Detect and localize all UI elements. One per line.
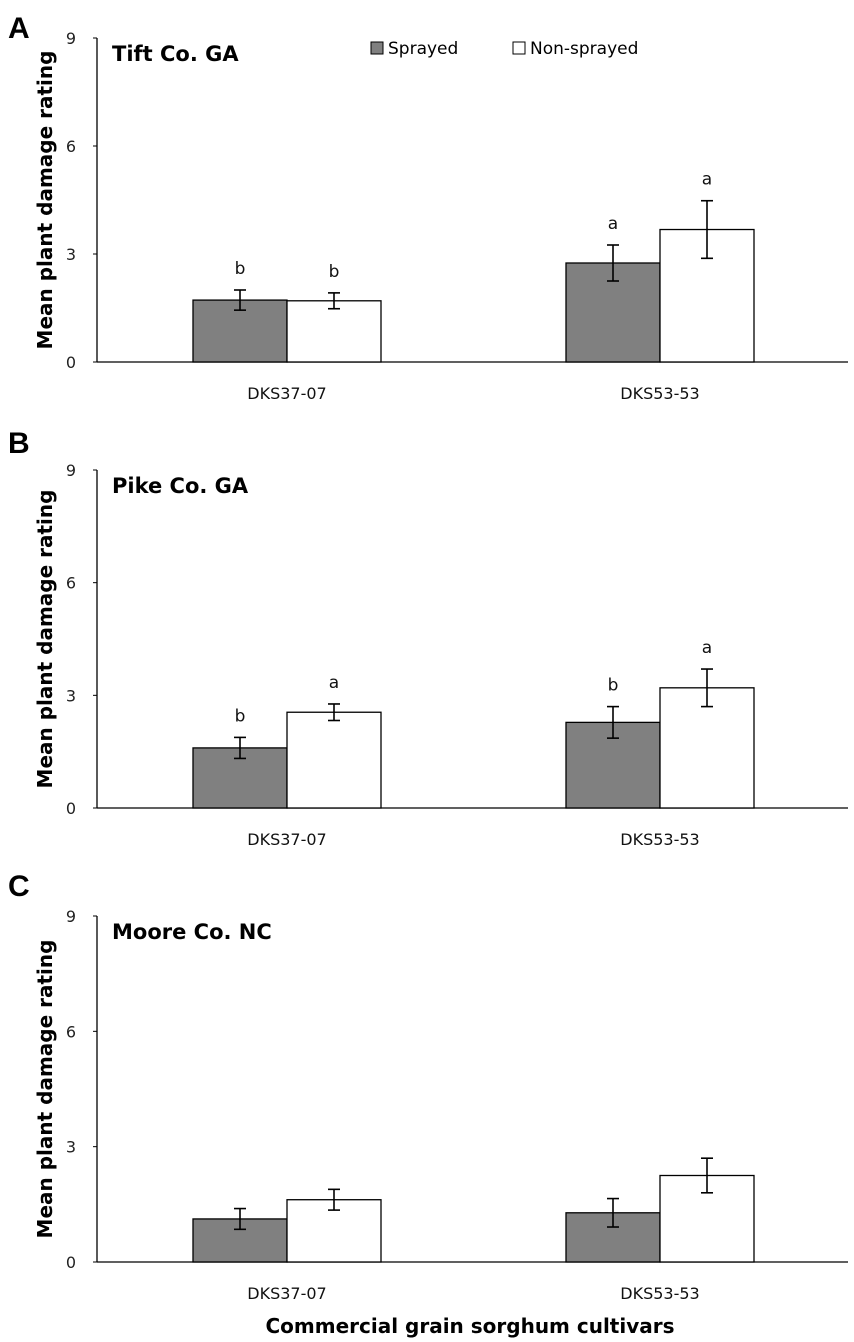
y-tick-label: 9: [66, 29, 76, 48]
y-tick-label: 0: [66, 353, 76, 372]
panel-letter: C: [8, 870, 30, 903]
legend-label-non-sprayed: Non-sprayed: [530, 39, 638, 59]
bar-non-sprayed-1: [659, 687, 755, 809]
legend-label-sprayed: Sprayed: [388, 39, 458, 59]
chart-title: Moore Co. NC: [112, 920, 272, 944]
category-label: DKS53-53: [620, 830, 699, 849]
y-tick-label: 9: [66, 461, 76, 480]
significance-letter: b: [235, 706, 246, 726]
legend: Sprayed Non-sprayed: [370, 39, 638, 59]
category-label: DKS37-07: [247, 384, 326, 403]
panel-b: B 0 3 6 9 Mean plant damage rating Pike Co. GA…: [8, 427, 848, 849]
panel-letter: B: [8, 427, 30, 460]
y-tick-label: 6: [66, 1022, 76, 1041]
significance-letter: b: [608, 676, 619, 696]
panel-c: C 0 3 6 9 Mean plant damage rating Moore Co. N…: [8, 870, 848, 1338]
legend-swatch-sprayed: [370, 41, 384, 55]
bar-non-sprayed-0: [286, 300, 382, 363]
y-axis-title: Mean plant damage rating: [33, 490, 57, 789]
legend-swatch-non-sprayed: [512, 41, 526, 55]
y-tick-label: 0: [66, 799, 76, 818]
y-tick-label: 3: [66, 245, 76, 264]
category-label: DKS37-07: [247, 830, 326, 849]
significance-letter: a: [329, 673, 339, 693]
chart-title: Tift Co. GA: [112, 42, 239, 66]
chart-title: Pike Co. GA: [112, 474, 249, 498]
y-tick-label: 6: [66, 137, 76, 156]
significance-letter: b: [329, 262, 340, 282]
panel-a: A 0 3 6 9 Mean plant damage rating Tift Co. GA…: [8, 12, 848, 403]
significance-letter: b: [235, 259, 246, 279]
y-tick-label: 3: [66, 1138, 76, 1157]
significance-letter: a: [608, 214, 618, 234]
y-axis-title: Mean plant damage rating: [33, 51, 57, 350]
category-label: DKS53-53: [620, 1284, 699, 1303]
y-tick-label: 6: [66, 574, 76, 593]
significance-letter: a: [702, 170, 712, 190]
panel-letter: A: [8, 12, 30, 45]
y-tick-label: 0: [66, 1253, 76, 1272]
significance-letter: a: [702, 638, 712, 658]
y-tick-label: 9: [66, 907, 76, 926]
y-tick-label: 3: [66, 686, 76, 705]
category-label: DKS37-07: [247, 1284, 326, 1303]
y-axis-title: Mean plant damage rating: [33, 940, 57, 1239]
category-label: DKS53-53: [620, 384, 699, 403]
bar-non-sprayed-0: [286, 711, 382, 809]
x-axis-title: Commercial grain sorghum cultivars: [265, 1314, 674, 1338]
